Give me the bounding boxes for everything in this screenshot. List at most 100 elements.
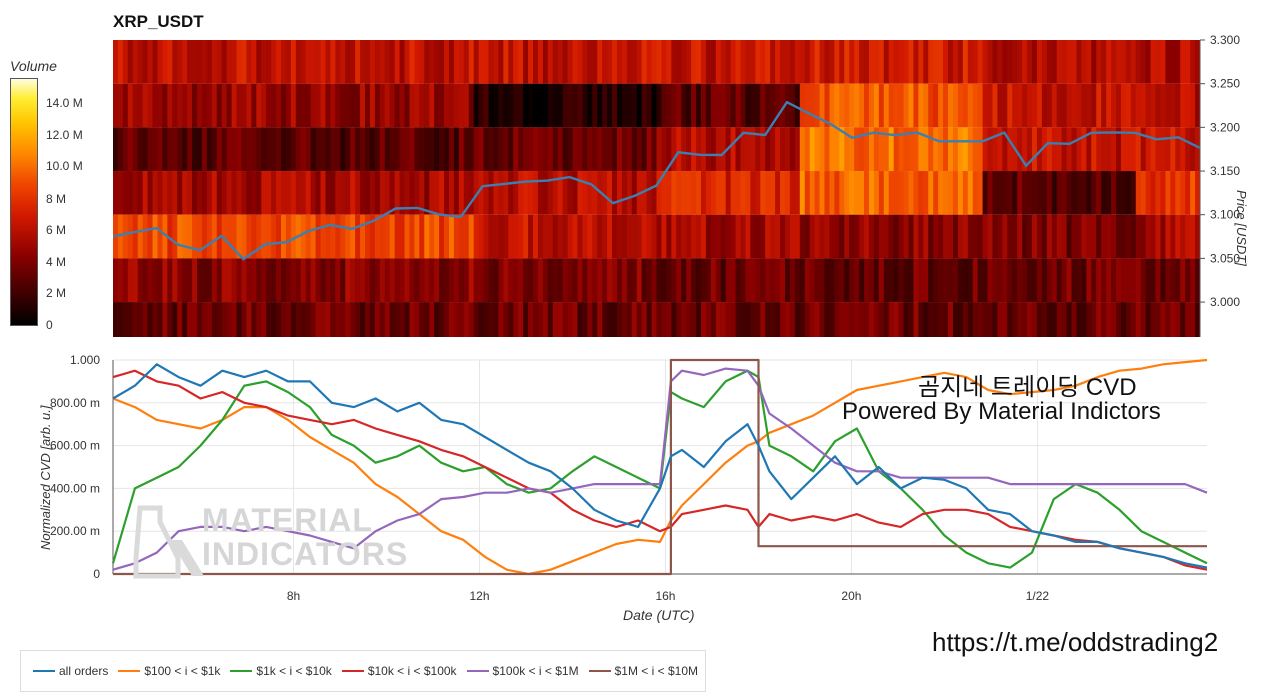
heatmap-cell (523, 258, 529, 303)
heatmap-cell (330, 171, 336, 215)
heatmap-cell (1022, 302, 1028, 337)
legend-item-1k-10k[interactable]: $1k < i < $10k (230, 664, 332, 678)
heatmap-panel[interactable] (113, 40, 1200, 337)
heatmap-cell (621, 83, 628, 128)
heatmap-cell (1116, 302, 1122, 337)
heatmap-cell (1135, 258, 1142, 303)
heatmap-cell (192, 214, 198, 259)
heatmap-cell (1002, 302, 1008, 337)
heatmap-cell (710, 214, 717, 259)
heatmap-cell (206, 40, 213, 84)
heatmap-cell (414, 214, 420, 259)
heatmap-cell (804, 40, 811, 84)
heatmap-cell (612, 127, 618, 172)
heatmap-plot[interactable] (113, 40, 1200, 337)
heatmap-cell (597, 302, 603, 337)
heatmap-cell (1145, 83, 1152, 128)
legend-item-100k-1m[interactable]: $100k < i < $1M (466, 664, 579, 678)
heatmap-cell (780, 83, 786, 128)
heatmap-cell (972, 40, 979, 84)
heatmap-cell (463, 127, 470, 172)
heatmap-cell (1081, 258, 1087, 303)
legend-swatch (118, 670, 141, 672)
legend-item-all-orders[interactable]: all orders (33, 664, 108, 678)
heatmap-cell (1106, 40, 1112, 84)
heatmap-cell (434, 214, 440, 259)
heatmap-cell (384, 258, 391, 303)
heatmap-cell (276, 302, 282, 337)
heatmap-cell (197, 83, 203, 128)
heatmap-cell (686, 214, 692, 259)
heatmap-cell (656, 83, 663, 128)
legend-item-1m-10m[interactable]: $1M < i < $10M (588, 664, 698, 678)
heatmap-cell (360, 302, 366, 337)
heatmap-cell (1195, 83, 1200, 128)
heatmap-cell (453, 214, 460, 259)
heatmap-cell (429, 40, 435, 84)
heatmap-cell (542, 302, 549, 337)
heatmap-cell (172, 171, 178, 215)
colorbar-tick: 10.0 M (46, 159, 83, 173)
heatmap-cell (172, 302, 178, 337)
heatmap-cell (918, 83, 924, 128)
heatmap-cell (523, 127, 529, 172)
heatmap-cell (735, 83, 742, 128)
heatmap-cell (182, 214, 188, 259)
heatmap-cell (809, 302, 816, 337)
heatmap-cell (967, 83, 974, 128)
heatmap-cell (1165, 258, 1171, 303)
legend-item-10k-100k[interactable]: $10k < i < $100k (341, 664, 457, 678)
heatmap-cell (350, 302, 356, 337)
heatmap-cell (1046, 171, 1053, 215)
heatmap-cell (478, 171, 485, 215)
heatmap-cell (864, 40, 870, 84)
heatmap-cell (1086, 258, 1092, 303)
heatmap-cell (488, 214, 495, 259)
heatmap-cell (592, 171, 598, 215)
heatmap-cell (928, 83, 934, 128)
heatmap-cell (414, 127, 420, 172)
heatmap-cell (720, 214, 727, 259)
heatmap-cell (651, 302, 658, 337)
heatmap-cell (503, 302, 509, 337)
heatmap-cell (799, 83, 806, 128)
heatmap-cell (1140, 258, 1147, 303)
heatmap-cell (918, 171, 924, 215)
heatmap-cell (285, 214, 292, 259)
heatmap-cell (582, 83, 588, 128)
heatmap-cell (1032, 40, 1038, 84)
heatmap-cell (710, 83, 717, 128)
legend-item-100-1k[interactable]: $100 < i < $1k (118, 664, 220, 678)
heatmap-cell (878, 214, 885, 259)
heatmap-cell (1145, 171, 1152, 215)
heatmap-cell (414, 83, 420, 128)
heatmap-cell (345, 40, 351, 84)
heatmap-cell (542, 258, 549, 303)
heatmap-cell (379, 214, 386, 259)
heatmap-cell (671, 214, 677, 259)
heatmap-cell (518, 127, 524, 172)
heatmap-cell (1160, 83, 1167, 128)
heatmap-cell (562, 302, 569, 337)
heatmap-cell (562, 214, 569, 259)
cvd-plot-area (113, 360, 1207, 574)
heatmap-cell (172, 40, 178, 84)
telegram-link[interactable]: https://t.me/oddstrading2 (932, 627, 1219, 657)
heatmap-cell (1076, 171, 1083, 215)
heatmap-cell (957, 171, 964, 215)
heatmap-cell (671, 258, 677, 303)
heatmap-cell (468, 171, 475, 215)
heatmap-cell (147, 171, 154, 215)
heatmap-cell (360, 214, 366, 259)
heatmap-cell (770, 258, 776, 303)
heatmap-cell (730, 214, 737, 259)
heatmap-cell (1022, 127, 1028, 172)
heatmap-cell (1125, 258, 1132, 303)
heatmap-cell (1120, 83, 1127, 128)
heatmap-cell (360, 258, 366, 303)
heatmap-cell (824, 171, 831, 215)
watermark-line-1: MATERIAL (202, 502, 373, 538)
heatmap-cell (928, 302, 934, 337)
heatmap-cell (1125, 214, 1132, 259)
